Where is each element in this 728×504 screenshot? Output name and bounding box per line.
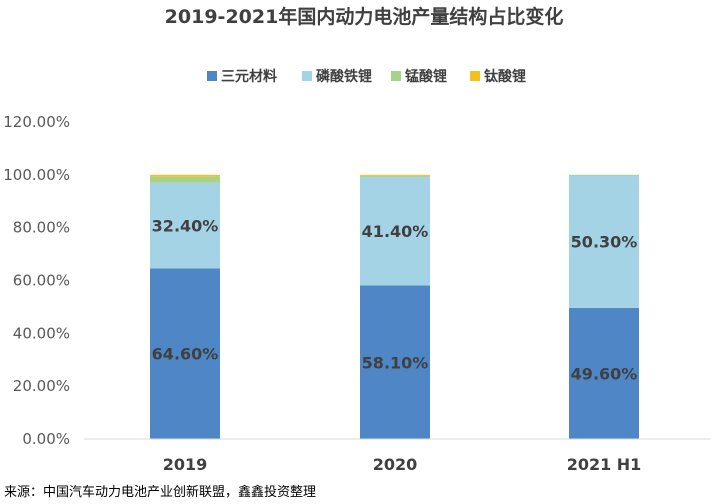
y-tick-label: 20.00%: [13, 377, 70, 395]
source-note: 来源：中国汽车动力电池产业创新联盟，鑫鑫投资整理: [4, 484, 316, 500]
y-tick-label: 100.00%: [3, 166, 70, 184]
bar-segment: [150, 174, 220, 177]
y-axis: 0.00% 20.00% 40.00% 60.00% 80.00% 100.00% 120.…: [3, 113, 70, 448]
x-axis: 2019 2020 2021 H1: [163, 455, 642, 474]
legend-label-2: 锰酸锂: [405, 68, 447, 85]
data-label: 50.30%: [571, 233, 638, 252]
chart-title: 2019-2021年国内动力电池产量结构占比变化: [165, 5, 564, 28]
legend-swatch-1: [302, 71, 312, 81]
bars: [150, 174, 639, 439]
data-label: 64.60%: [152, 345, 219, 364]
bar-segment: [569, 307, 639, 439]
bar-segment: [360, 176, 430, 286]
x-tick-label: 2021 H1: [567, 455, 642, 474]
bar-segment: [150, 182, 220, 269]
data-label: 58.10%: [362, 353, 429, 372]
data-label: 49.60%: [571, 364, 638, 383]
legend-label-0: 三元材料: [221, 68, 277, 85]
bar-segment: [150, 176, 220, 183]
data-label: 32.40%: [152, 217, 219, 236]
legend-swatch-2: [391, 71, 401, 81]
bar-segment: [569, 174, 639, 176]
y-tick-label: 60.00%: [13, 272, 70, 290]
x-tick-label: 2019: [163, 455, 208, 474]
data-labels: 64.60% 32.40% 58.10% 41.40% 49.60% 50.30%: [152, 217, 638, 384]
legend-swatch-3: [470, 71, 480, 81]
bar-segment: [360, 175, 430, 177]
x-tick-label: 2020: [373, 455, 418, 474]
y-tick-label: 0.00%: [22, 430, 70, 448]
y-tick-label: 40.00%: [13, 324, 70, 342]
legend-label-3: 钛酸锂: [484, 68, 526, 85]
legend: 三元材料 磷酸铁锂 锰酸锂 钛酸锂: [207, 68, 526, 85]
y-tick-label: 80.00%: [13, 219, 70, 237]
legend-label-1: 磷酸铁锂: [316, 68, 372, 85]
bar-segment: [150, 268, 220, 439]
bar-segment: [360, 285, 430, 439]
bar-segment: [569, 175, 639, 308]
y-tick-label: 120.00%: [3, 113, 70, 131]
data-label: 41.40%: [362, 222, 429, 241]
bar-segment: [360, 174, 430, 176]
legend-swatch-0: [207, 71, 217, 81]
